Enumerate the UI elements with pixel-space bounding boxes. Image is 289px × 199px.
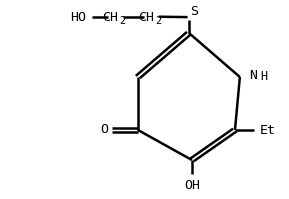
- Text: N: N: [249, 68, 257, 82]
- Text: S: S: [190, 5, 198, 18]
- Text: HO: HO: [70, 11, 86, 24]
- Text: H: H: [261, 69, 268, 83]
- Text: OH: OH: [184, 179, 201, 192]
- Text: CH: CH: [102, 11, 118, 24]
- Text: Et: Et: [260, 124, 276, 138]
- Text: 2: 2: [119, 16, 125, 26]
- Text: CH: CH: [138, 11, 154, 24]
- Text: O: O: [100, 123, 108, 137]
- Text: 2: 2: [155, 16, 161, 26]
